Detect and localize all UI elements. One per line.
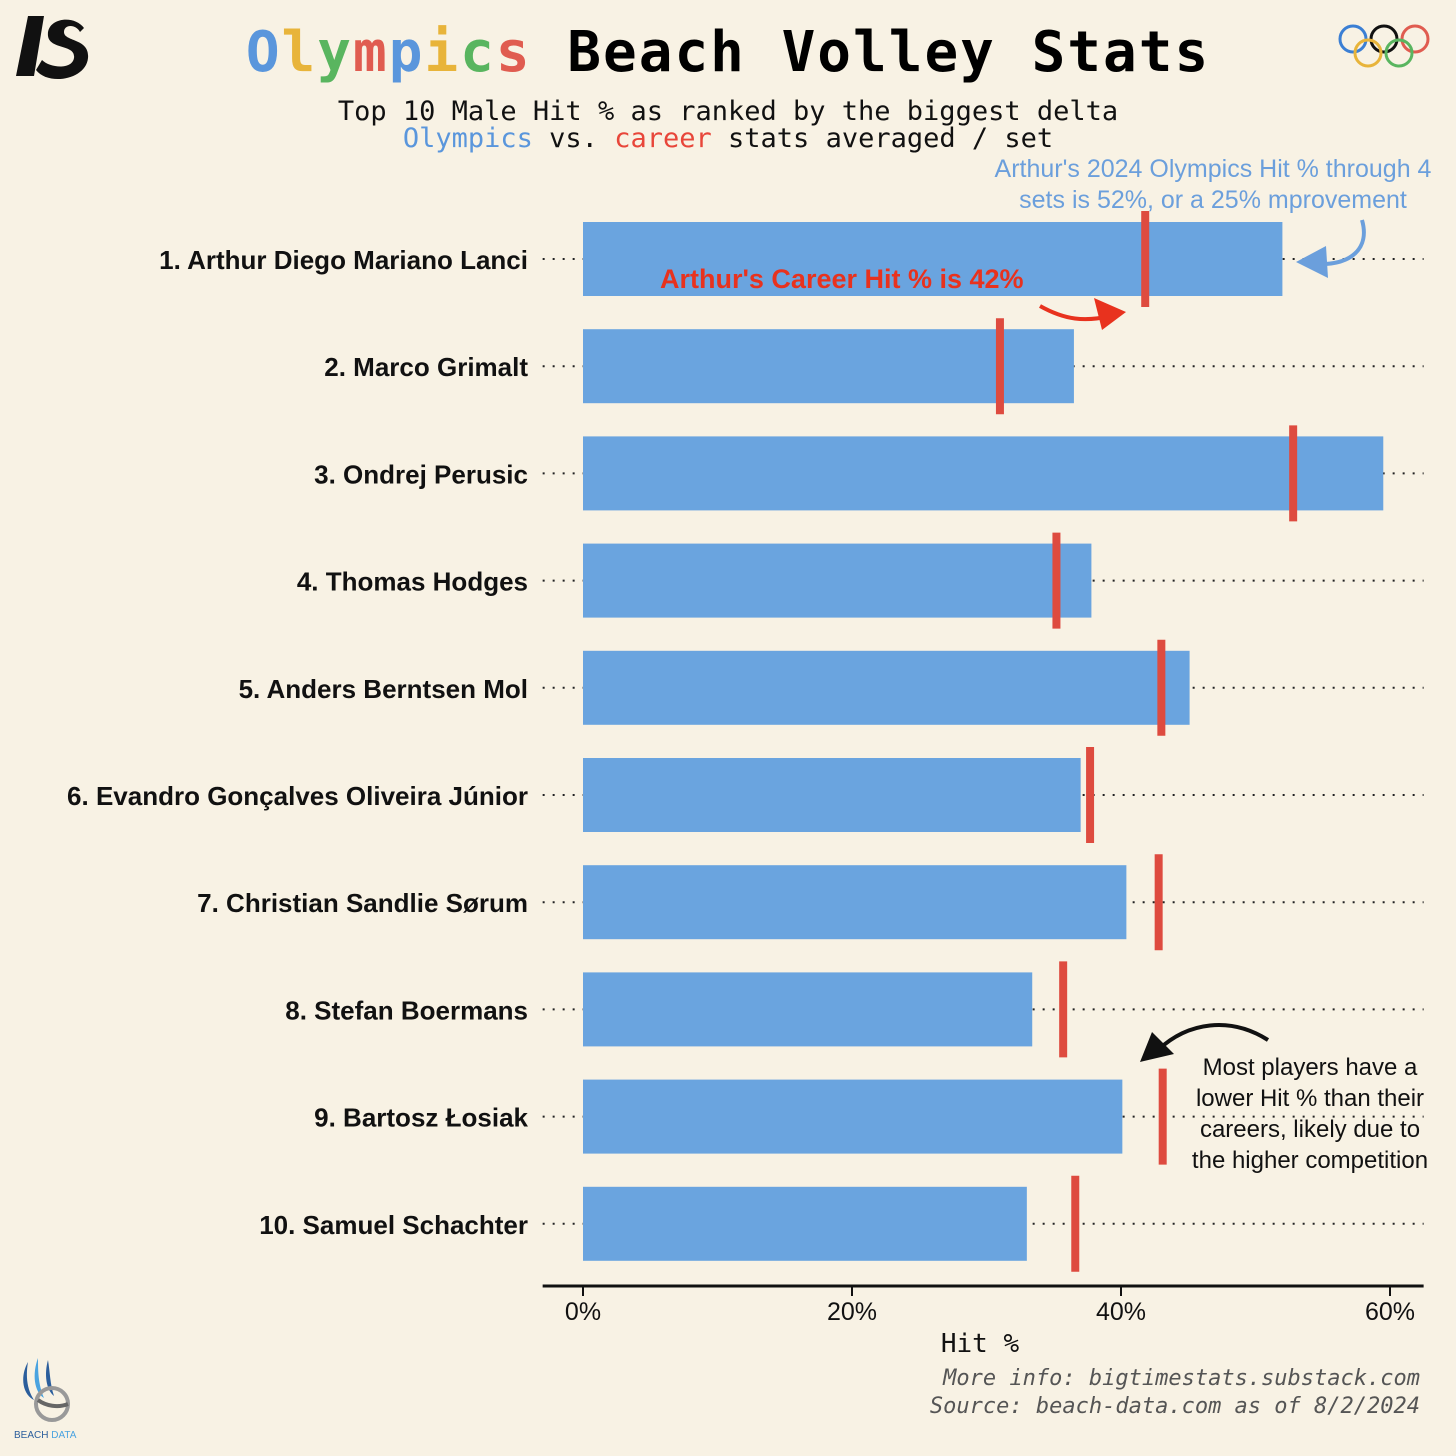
olympics-bar bbox=[583, 1186, 1027, 1261]
olympics-bar bbox=[583, 436, 1384, 511]
beach-data-logo: beach-data-logo bbox=[23, 1358, 70, 1422]
black-annotation-arrow bbox=[1156, 1023, 1270, 1052]
title-letter: l bbox=[281, 20, 318, 85]
title-letter: m bbox=[352, 20, 389, 85]
olympics-bar bbox=[583, 865, 1127, 940]
player-label: 9. Bartosz Łosiak bbox=[314, 1103, 528, 1133]
olympics-bar bbox=[583, 1079, 1123, 1154]
subtitle-line-2: Olympics vs. career stats averaged / set bbox=[0, 123, 1456, 154]
black-arrowhead bbox=[1140, 1032, 1174, 1062]
competition-annotation: Most players have a lower Hit % than the… bbox=[1191, 1054, 1429, 1174]
page-title: Olympics Beach Volley Stats bbox=[0, 20, 1456, 85]
title-letter: O bbox=[245, 20, 282, 85]
title-letter: y bbox=[317, 20, 353, 85]
x-tick-label: 0% bbox=[565, 1298, 601, 1326]
x-tick-label: 60% bbox=[1365, 1298, 1415, 1326]
bigtimestats-logo: bigtimestats-logo bbox=[16, 16, 89, 80]
title-rest: Beach Volley Stats bbox=[567, 20, 1211, 85]
x-tick-label: 20% bbox=[827, 1298, 877, 1326]
x-axis-label: Hit % bbox=[941, 1329, 1020, 1359]
player-label: 7. Christian Sandlie Sørum bbox=[197, 888, 528, 918]
olympics-bar bbox=[583, 329, 1074, 404]
beach-data-wordmark: BEACH DATA bbox=[14, 1430, 77, 1441]
olympics-bar bbox=[583, 650, 1190, 725]
olympics-bar bbox=[583, 758, 1081, 832]
career-annotation: Arthur's Career Hit % is 42% bbox=[660, 264, 1024, 294]
player-label: 1. Arthur Diego Mariano Lanci bbox=[159, 245, 528, 275]
title-letter: p bbox=[388, 20, 425, 85]
footer-more-info: More info: bigtimestats.substack.com bbox=[943, 1366, 1420, 1391]
subtitle-career: career bbox=[614, 123, 712, 154]
olympics-bar bbox=[583, 543, 1092, 618]
olympics-annotation: Arthur's 2024 Olympics Hit % through 4 s… bbox=[994, 155, 1432, 214]
olympics-bar bbox=[583, 222, 1283, 296]
title-letter: c bbox=[460, 20, 496, 85]
player-label: 6. Evandro Gonçalves Oliveira Júnior bbox=[67, 781, 528, 811]
subtitle-olympics: Olympics bbox=[402, 123, 533, 154]
subtitle-vs: vs. bbox=[549, 123, 598, 154]
subtitle-rest: stats averaged / set bbox=[728, 123, 1054, 154]
player-label: 10. Samuel Schachter bbox=[259, 1210, 528, 1240]
olympic-rings-icon: olympic-rings-icon bbox=[1338, 24, 1430, 68]
player-label: 2. Marco Grimalt bbox=[324, 352, 528, 382]
olympics-bar bbox=[583, 972, 1033, 1047]
player-label: 4. Thomas Hodges bbox=[297, 567, 528, 597]
subtitle-line-1: Top 10 Male Hit % as ranked by the bigge… bbox=[337, 96, 1119, 127]
footer-source: Source: beach-data.com as of 8/2/2024 bbox=[929, 1394, 1420, 1419]
x-tick-label: 40% bbox=[1096, 1298, 1146, 1326]
player-label: 5. Anders Berntsen Mol bbox=[239, 674, 528, 704]
title-letter: s bbox=[495, 20, 532, 85]
player-label: 8. Stefan Boermans bbox=[285, 995, 528, 1025]
blue-arrowhead bbox=[1296, 246, 1328, 278]
player-label: 3. Ondrej Perusic bbox=[314, 459, 528, 489]
title-letter: i bbox=[424, 20, 461, 85]
red-arrowhead bbox=[1094, 298, 1126, 330]
